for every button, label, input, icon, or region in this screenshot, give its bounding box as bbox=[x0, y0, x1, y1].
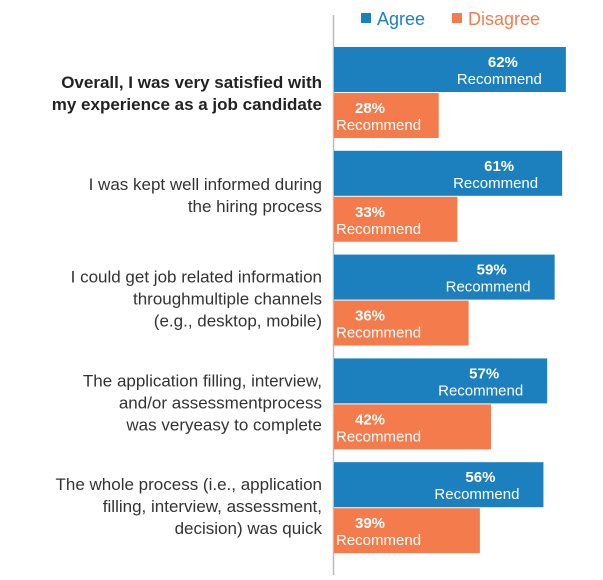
data-sublabel-disagree-3: Recommend bbox=[336, 428, 421, 445]
bar-disagree-0 bbox=[334, 93, 439, 138]
data-label-agree-2: 59% bbox=[477, 262, 507, 279]
category-label-4: The whole process (i.e., application fill… bbox=[56, 475, 323, 538]
bar-disagree-1 bbox=[334, 196, 458, 242]
category-label-line: throughmultiple channels bbox=[133, 290, 322, 309]
data-sublabel-disagree-0: Recommend bbox=[336, 117, 421, 134]
data-label-agree-3: 57% bbox=[469, 365, 499, 382]
bar-agree-2 bbox=[334, 254, 555, 300]
data-label-agree-1: 61% bbox=[484, 158, 514, 175]
category-label-line: decision) was quick bbox=[175, 519, 323, 538]
legend-label-agree: Agree bbox=[377, 9, 425, 29]
legend-swatch-agree bbox=[361, 13, 371, 23]
category-label-line: my experience as a job candidate bbox=[52, 95, 322, 114]
bar-disagree-4 bbox=[334, 508, 480, 554]
bar-disagree-2 bbox=[334, 300, 469, 346]
category-label-line: Overall, I was very satisfied with bbox=[61, 73, 322, 92]
data-label-agree-4: 56% bbox=[465, 469, 495, 486]
data-label-disagree-1: 33% bbox=[355, 204, 385, 221]
data-label-disagree-4: 39% bbox=[355, 515, 385, 532]
data-sublabel-disagree-2: Recommend bbox=[336, 325, 421, 342]
data-sublabel-disagree-1: Recommend bbox=[336, 221, 421, 238]
legend-label-disagree: Disagree bbox=[468, 9, 540, 29]
category-label-2: I could get job related information throu… bbox=[71, 268, 322, 331]
bar-agree-3 bbox=[334, 358, 548, 404]
data-label-disagree-2: 36% bbox=[355, 308, 385, 325]
category-label-line: The application filling, interview, bbox=[83, 371, 322, 390]
data-sublabel-agree-1: Recommend bbox=[453, 175, 538, 192]
category-label-3: The application filling, interview, and/o… bbox=[83, 371, 322, 434]
category-label-line: (e.g., desktop, mobile) bbox=[154, 312, 322, 331]
bar-agree-1 bbox=[334, 150, 563, 196]
legend: Agree Disagree bbox=[361, 9, 540, 29]
data-label-agree-0: 62% bbox=[488, 54, 518, 71]
data-label-disagree-0: 28% bbox=[355, 100, 385, 117]
data-sublabel-agree-4: Recommend bbox=[434, 486, 519, 503]
bar-agree-0 bbox=[334, 47, 566, 92]
category-label-line: filling, interview, assessment, bbox=[103, 497, 322, 516]
legend-swatch-disagree bbox=[452, 13, 462, 23]
bar-agree-4 bbox=[334, 462, 544, 508]
category-label-line: and/or assessmentprocess bbox=[119, 393, 322, 412]
category-label-line: the hiring process bbox=[188, 197, 322, 216]
bars: 62%Recommend28%Recommend61%Recommend33%R… bbox=[334, 47, 566, 554]
category-label-line: I could get job related information bbox=[71, 268, 322, 287]
category-labels: Overall, I was very satisfied with my exp… bbox=[52, 73, 323, 538]
data-sublabel-agree-3: Recommend bbox=[438, 382, 523, 399]
data-label-disagree-3: 42% bbox=[355, 411, 385, 428]
category-label-line: The whole process (i.e., application bbox=[56, 475, 322, 494]
data-sublabel-agree-2: Recommend bbox=[446, 279, 531, 296]
category-label-line: I was kept well informed during bbox=[89, 175, 322, 194]
category-label-line: was veryeasy to complete bbox=[125, 415, 322, 434]
data-sublabel-agree-0: Recommend bbox=[457, 71, 542, 88]
data-sublabel-disagree-4: Recommend bbox=[336, 532, 421, 549]
category-label-0: Overall, I was very satisfied with my exp… bbox=[52, 73, 322, 114]
category-label-1: I was kept well informed during the hirin… bbox=[89, 175, 322, 216]
bar-disagree-3 bbox=[334, 404, 492, 450]
